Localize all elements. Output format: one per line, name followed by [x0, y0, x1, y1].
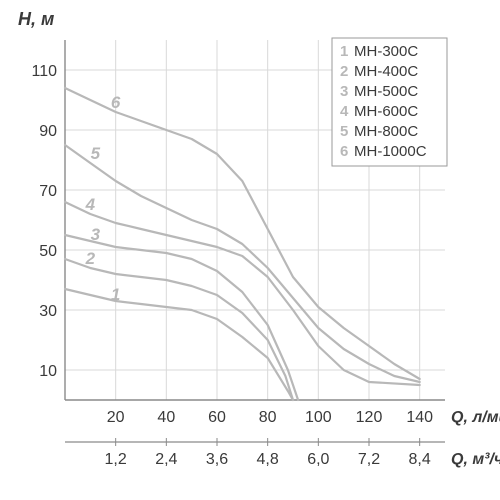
y-tick-label: 110	[31, 63, 57, 80]
legend-label-1: МН-300С	[354, 43, 418, 60]
x-tick-label: 20	[107, 409, 125, 426]
y-tick-label: 50	[39, 243, 57, 260]
x2-tick-label: 3,6	[206, 451, 228, 468]
y-tick-label: 70	[39, 183, 57, 200]
x-axis-secondary-title: Q, м³/ч	[451, 451, 500, 468]
legend-label-4: МН-600С	[354, 103, 418, 120]
y-axis-title: H, м	[18, 9, 54, 29]
x-tick-label: 40	[157, 409, 175, 426]
x2-tick-label: 7,2	[358, 451, 380, 468]
x-tick-label: 120	[356, 409, 383, 426]
curve-label-6: 6	[111, 93, 121, 112]
x-tick-label: 100	[305, 409, 332, 426]
legend-label-5: МН-800С	[354, 123, 418, 140]
y-tick-label: 10	[39, 363, 57, 380]
legend-label-6: МН-1000С	[354, 143, 427, 160]
curve-2	[65, 259, 293, 400]
x-tick-label: 140	[406, 409, 433, 426]
legend-label-3: МН-500С	[354, 83, 418, 100]
x2-tick-label: 2,4	[155, 451, 177, 468]
y-tick-label: 30	[39, 303, 57, 320]
curve-label-4: 4	[85, 195, 96, 214]
curve-label-5: 5	[91, 144, 101, 163]
x-tick-label: 80	[259, 409, 277, 426]
curve-label-3: 3	[91, 225, 101, 244]
x2-tick-label: 1,2	[105, 451, 127, 468]
legend-num-4: 4	[340, 103, 349, 120]
legend-num-5: 5	[340, 123, 348, 140]
legend-num-6: 6	[340, 143, 348, 160]
legend-num-2: 2	[340, 63, 348, 80]
curve-label-1: 1	[111, 285, 120, 304]
curve-3	[65, 235, 298, 400]
legend-num-3: 3	[340, 83, 348, 100]
x2-tick-label: 8,4	[409, 451, 431, 468]
curve-label-2: 2	[85, 249, 96, 268]
x2-tick-label: 4,8	[257, 451, 279, 468]
curve-1	[65, 289, 293, 400]
x2-tick-label: 6,0	[307, 451, 329, 468]
x-axis-primary-title: Q, л/мин	[451, 409, 500, 426]
x-tick-label: 60	[208, 409, 226, 426]
legend-num-1: 1	[340, 43, 348, 60]
legend-label-2: МН-400С	[354, 63, 418, 80]
y-tick-label: 90	[39, 123, 57, 140]
